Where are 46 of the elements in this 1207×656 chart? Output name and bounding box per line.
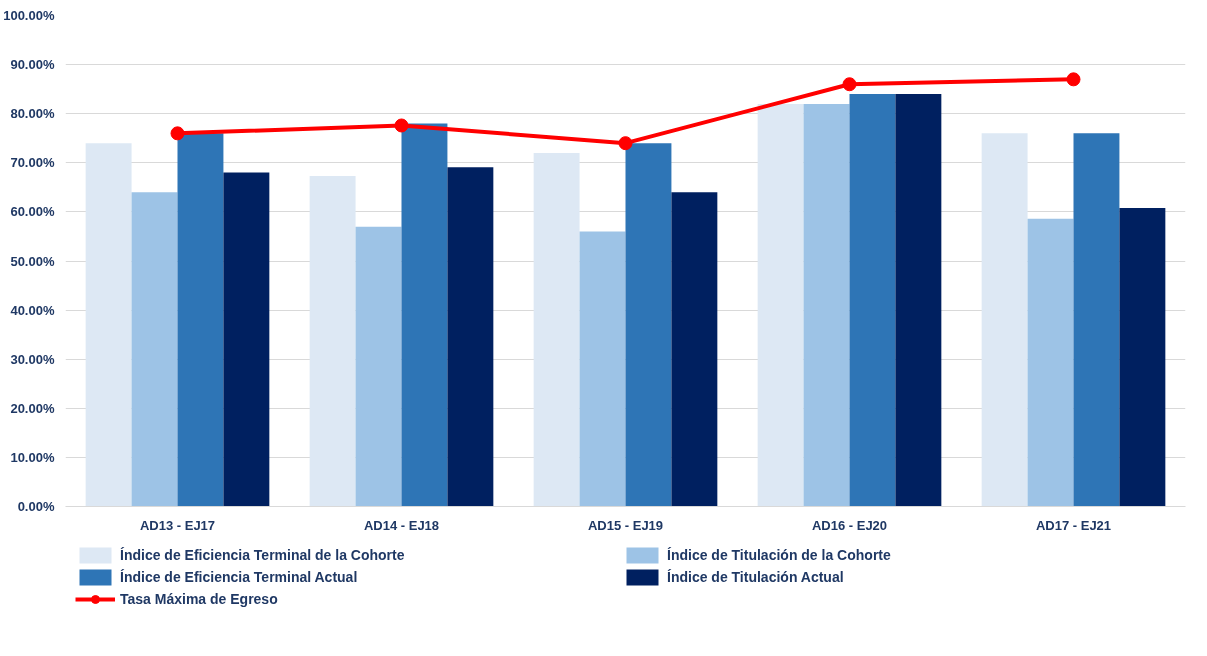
bar bbox=[533, 152, 580, 507]
bar bbox=[895, 94, 942, 507]
bar bbox=[625, 143, 672, 507]
x-tick-label: AD14 - EJ18 bbox=[363, 517, 440, 533]
y-tick-label: 50.00% bbox=[10, 253, 55, 269]
bar bbox=[757, 103, 804, 507]
bar bbox=[1027, 218, 1074, 507]
bar bbox=[1119, 207, 1166, 507]
y-tick-label: 100.00% bbox=[3, 8, 55, 23]
legend-label: Índice de Eficiencia Terminal de la Cohorte bbox=[120, 547, 406, 563]
legend-label: Índice de Titulación de la Cohorte bbox=[667, 547, 892, 563]
point bbox=[170, 126, 185, 141]
bar bbox=[1073, 133, 1120, 507]
bar bbox=[401, 123, 448, 507]
x-tick-label: AD17 - EJ21 bbox=[1035, 517, 1112, 533]
y-tick-label: 70.00% bbox=[10, 155, 55, 171]
bar bbox=[981, 133, 1028, 507]
x-tick-label: AD16 - EJ20 bbox=[811, 517, 888, 533]
y-tick-label: 80.00% bbox=[10, 106, 55, 122]
y-tick-label: 40.00% bbox=[10, 302, 55, 318]
y-tick-label: 30.00% bbox=[10, 351, 55, 367]
y-tick-label: 0.00% bbox=[17, 499, 55, 514]
bar bbox=[803, 103, 850, 507]
bar bbox=[131, 192, 178, 507]
point bbox=[394, 118, 409, 133]
bar bbox=[579, 231, 626, 507]
point bbox=[1066, 72, 1081, 87]
point bbox=[842, 77, 857, 92]
x-tick-label: AD15 - EJ19 bbox=[587, 517, 664, 533]
bar bbox=[447, 167, 494, 507]
bar bbox=[309, 176, 356, 507]
legend-label: Índice de Eficiencia Terminal Actual bbox=[120, 569, 359, 585]
bar bbox=[177, 133, 224, 507]
x-tick-label: AD13 - EJ17 bbox=[139, 517, 216, 533]
y-tick-label: 90.00% bbox=[10, 57, 55, 73]
y-tick-label: 10.00% bbox=[10, 449, 55, 465]
legend-label: Índice de Titulación Actual bbox=[667, 569, 845, 585]
legend-label: Tasa Máxima de Egreso bbox=[120, 591, 279, 607]
bar bbox=[355, 226, 402, 507]
y-tick-label: 20.00% bbox=[10, 400, 55, 416]
bar bbox=[223, 172, 270, 507]
bar bbox=[671, 192, 718, 507]
bar bbox=[849, 94, 896, 507]
y-tick-label: 60.00% bbox=[10, 204, 55, 220]
point bbox=[618, 136, 633, 151]
bar bbox=[85, 143, 132, 507]
